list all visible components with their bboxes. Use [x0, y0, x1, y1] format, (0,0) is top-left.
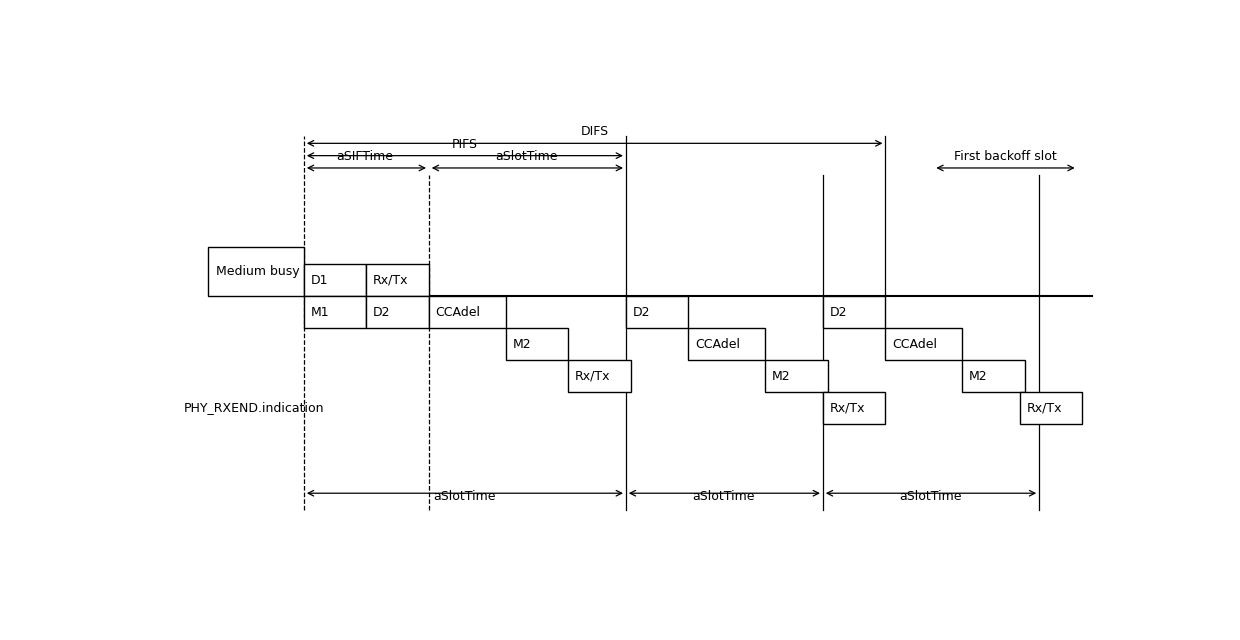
Bar [688, 328, 765, 360]
Text: Medium busy: Medium busy [216, 265, 299, 278]
Bar [823, 296, 885, 328]
Text: PIFS: PIFS [451, 138, 477, 150]
Text: M2: M2 [773, 370, 791, 383]
Text: aSlotTime: aSlotTime [433, 490, 496, 503]
Bar [765, 360, 828, 392]
Text: M2: M2 [512, 338, 531, 351]
Text: D2: D2 [373, 306, 391, 319]
Bar [304, 296, 367, 328]
Bar [304, 264, 367, 296]
Text: Rx/Tx: Rx/Tx [1027, 402, 1063, 415]
Text: CCAdel: CCAdel [696, 338, 740, 351]
Bar [506, 328, 568, 360]
Text: CCAdel: CCAdel [892, 338, 937, 351]
Text: Rx/Tx: Rx/Tx [575, 370, 610, 383]
Text: Rx/Tx: Rx/Tx [373, 273, 409, 287]
Bar [626, 296, 688, 328]
Bar [962, 360, 1024, 392]
Text: M2: M2 [968, 370, 987, 383]
Text: CCAdel: CCAdel [435, 306, 481, 319]
Text: D1: D1 [311, 273, 329, 287]
Bar [823, 392, 885, 424]
Text: DIFS: DIFS [582, 125, 609, 138]
Bar [885, 328, 962, 360]
Text: Rx/Tx: Rx/Tx [830, 402, 866, 415]
Text: aSIFTime: aSIFTime [336, 150, 393, 163]
Text: M1: M1 [311, 306, 330, 319]
Text: aSlotTime: aSlotTime [693, 490, 755, 503]
Text: First backoff slot: First backoff slot [954, 150, 1056, 163]
Bar [429, 296, 506, 328]
Text: PHY_RXEND.indication: PHY_RXEND.indication [184, 401, 325, 415]
Text: D2: D2 [632, 306, 650, 319]
Bar [1019, 392, 1083, 424]
Text: D2: D2 [830, 306, 847, 319]
Bar [208, 247, 304, 296]
Bar [568, 360, 631, 392]
Text: aSlotTime: aSlotTime [899, 490, 962, 503]
Bar [367, 264, 429, 296]
Bar [367, 296, 429, 328]
Text: aSlotTime: aSlotTime [496, 150, 558, 163]
